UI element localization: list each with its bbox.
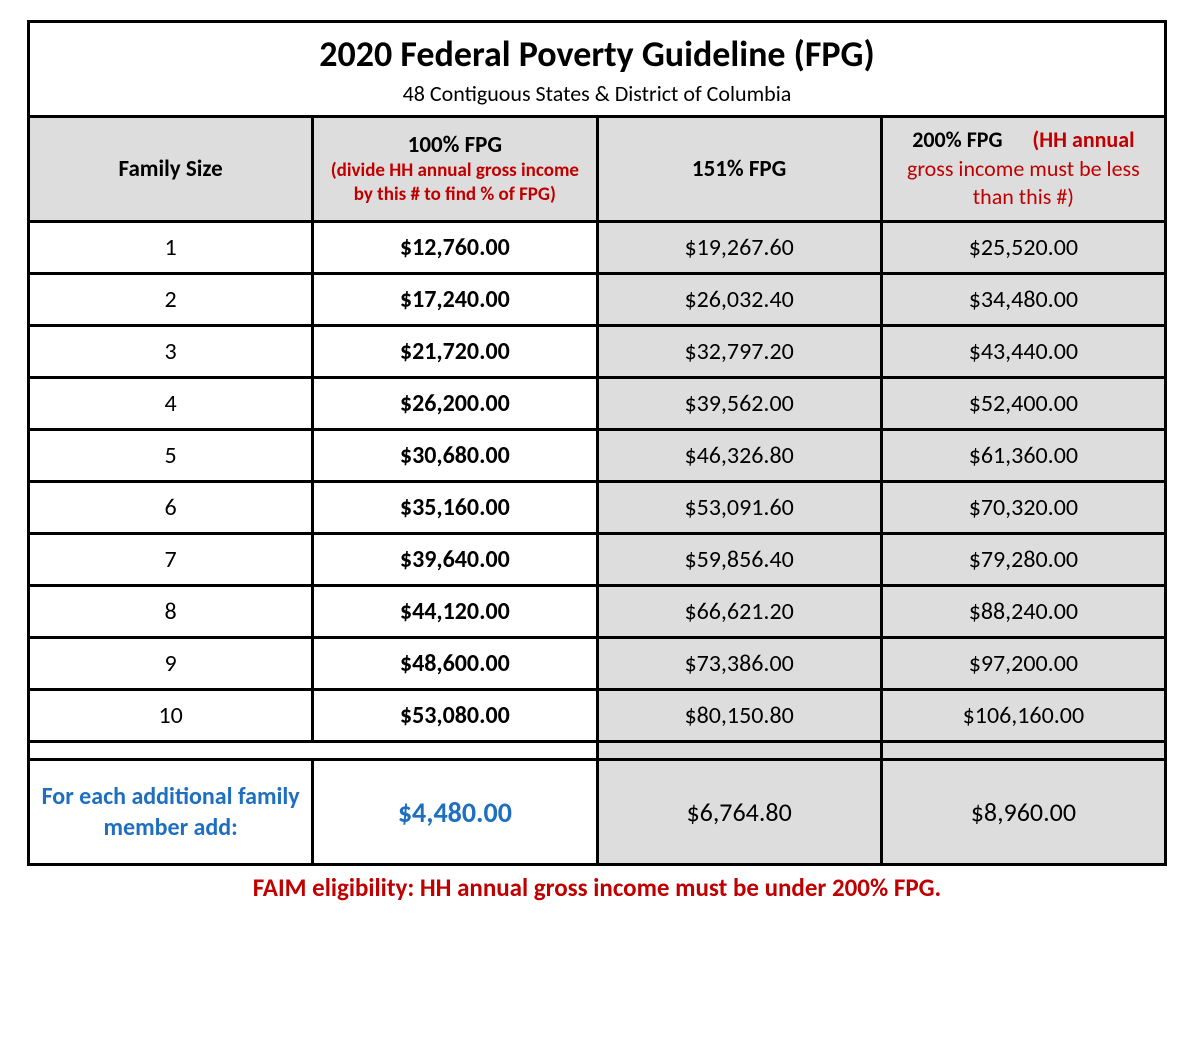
fpg-200-cell: $79,280.00	[881, 533, 1165, 585]
fpg-200-cell: $34,480.00	[881, 273, 1165, 325]
family-size-cell: 7	[29, 533, 313, 585]
fpg-151-cell: $26,032.40	[597, 273, 881, 325]
additional-200-value: $8,960.00	[881, 759, 1165, 864]
fpg-200-cell: $61,360.00	[881, 429, 1165, 481]
fpg-200-cell: $52,400.00	[881, 377, 1165, 429]
fpg-100-cell: $35,160.00	[313, 481, 597, 533]
family-size-cell: 10	[29, 689, 313, 741]
additional-row: For each additional family member add: $…	[29, 759, 1166, 864]
spacer-row	[29, 741, 1166, 759]
table-row: 5$30,680.00$46,326.80$61,360.00	[29, 429, 1166, 481]
fpg-table-container: 2020 Federal Poverty Guideline (FPG) 48 …	[27, 20, 1167, 903]
header-100-fpg: 100% FPG (divide HH annual gross income …	[313, 117, 597, 222]
fpg-100-cell: $21,720.00	[313, 325, 597, 377]
additional-100-value: $4,480.00	[313, 759, 597, 864]
additional-label: For each additional family member add:	[29, 759, 313, 864]
fpg-100-cell: $26,200.00	[313, 377, 597, 429]
fpg-100-cell: $53,080.00	[313, 689, 597, 741]
header-row: Family Size 100% FPG (divide HH annual g…	[29, 117, 1166, 222]
fpg-table: 2020 Federal Poverty Guideline (FPG) 48 …	[27, 20, 1167, 866]
table-row: 4$26,200.00$39,562.00$52,400.00	[29, 377, 1166, 429]
fpg-100-cell: $48,600.00	[313, 637, 597, 689]
family-size-cell: 2	[29, 273, 313, 325]
header-151-fpg: 151% FPG	[597, 117, 881, 222]
fpg-200-cell: $43,440.00	[881, 325, 1165, 377]
family-size-cell: 3	[29, 325, 313, 377]
table-row: 2$17,240.00$26,032.40$34,480.00	[29, 273, 1166, 325]
table-row: 7$39,640.00$59,856.40$79,280.00	[29, 533, 1166, 585]
table-row: 9$48,600.00$73,386.00$97,200.00	[29, 637, 1166, 689]
fpg-151-cell: $73,386.00	[597, 637, 881, 689]
fpg-151-cell: $80,150.80	[597, 689, 881, 741]
fpg-200-cell: $97,200.00	[881, 637, 1165, 689]
fpg-100-cell: $12,760.00	[313, 221, 597, 273]
family-size-cell: 4	[29, 377, 313, 429]
fpg-200-cell: $106,160.00	[881, 689, 1165, 741]
table-row: 1$12,760.00$19,267.60$25,520.00	[29, 221, 1166, 273]
fpg-151-cell: $19,267.60	[597, 221, 881, 273]
fpg-100-cell: $30,680.00	[313, 429, 597, 481]
family-size-cell: 5	[29, 429, 313, 481]
fpg-100-cell: $39,640.00	[313, 533, 597, 585]
header-family-size: Family Size	[29, 117, 313, 222]
family-size-cell: 9	[29, 637, 313, 689]
fpg-100-cell: $44,120.00	[313, 585, 597, 637]
fpg-151-cell: $59,856.40	[597, 533, 881, 585]
fpg-151-cell: $46,326.80	[597, 429, 881, 481]
fpg-200-cell: $25,520.00	[881, 221, 1165, 273]
header-200-fpg: 200% FPG (HH annual gross income must be…	[881, 117, 1165, 222]
table-row: 6$35,160.00$53,091.60$70,320.00	[29, 481, 1166, 533]
title-cell: 2020 Federal Poverty Guideline (FPG) 48 …	[29, 22, 1166, 117]
table-row: 3$21,720.00$32,797.20$43,440.00	[29, 325, 1166, 377]
table-row: 10$53,080.00$80,150.80$106,160.00	[29, 689, 1166, 741]
fpg-151-cell: $53,091.60	[597, 481, 881, 533]
page-subtitle: 48 Contiguous States & District of Colum…	[30, 80, 1164, 107]
fpg-151-cell: $32,797.20	[597, 325, 881, 377]
additional-151-value: $6,764.80	[597, 759, 881, 864]
family-size-cell: 6	[29, 481, 313, 533]
fpg-200-cell: $70,320.00	[881, 481, 1165, 533]
family-size-cell: 1	[29, 221, 313, 273]
fpg-151-cell: $66,621.20	[597, 585, 881, 637]
title-row: 2020 Federal Poverty Guideline (FPG) 48 …	[29, 22, 1166, 117]
page-title: 2020 Federal Poverty Guideline (FPG)	[30, 33, 1164, 76]
fpg-100-cell: $17,240.00	[313, 273, 597, 325]
table-row: 8$44,120.00$66,621.20$88,240.00	[29, 585, 1166, 637]
family-size-cell: 8	[29, 585, 313, 637]
footer-note: FAIM eligibility: HH annual gross income…	[27, 872, 1167, 903]
fpg-151-cell: $39,562.00	[597, 377, 881, 429]
fpg-200-cell: $88,240.00	[881, 585, 1165, 637]
